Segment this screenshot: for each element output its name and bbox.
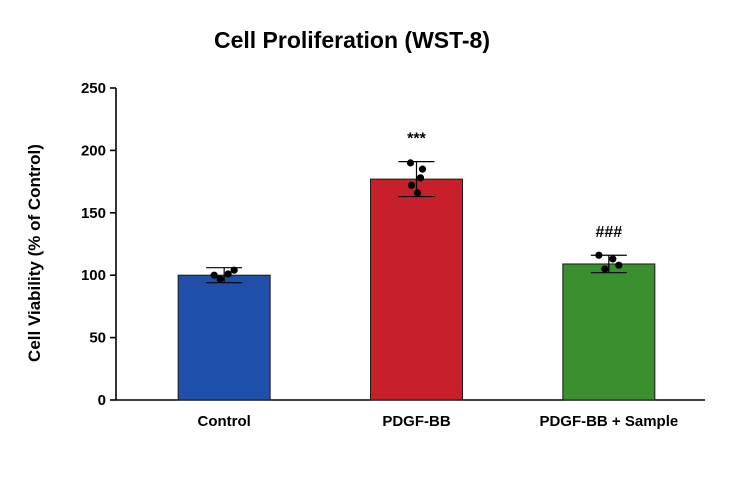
bar [177,274,271,401]
data-point [601,265,609,273]
y-tick-label: 250 [81,80,106,97]
data-point [609,255,617,263]
y-axis-label: Cell Viability (% of Control) [25,144,44,362]
data-point [418,165,427,173]
bar [562,263,656,401]
significance-label: *** [407,131,426,148]
y-tick-label: 50 [89,330,106,347]
x-category-label: PDGF-BB + Sample [539,413,678,430]
data-point [406,159,415,167]
data-point [595,251,603,259]
data-point [413,189,422,197]
y-tick-label: 100 [81,267,106,284]
x-category-label: PDGF-BB [382,413,450,430]
plot-area: 0 50 100 150 200 250 Control *** PDGF-BB ### PDGF-… [81,80,705,430]
y-tick-label: 0 [98,392,106,409]
data-point [407,181,416,189]
y-tick-label: 150 [81,205,106,222]
data-point [210,271,218,279]
data-point [416,174,425,182]
significance-label: ### [595,224,622,241]
data-point [216,275,224,283]
data-point [224,270,232,278]
data-point [615,261,623,269]
chart-title: Cell Proliferation (WST-8) [214,27,490,53]
data-point [230,266,238,274]
y-tick-label: 200 [81,142,106,159]
x-category-label: Control [198,413,251,430]
bar [370,178,463,401]
